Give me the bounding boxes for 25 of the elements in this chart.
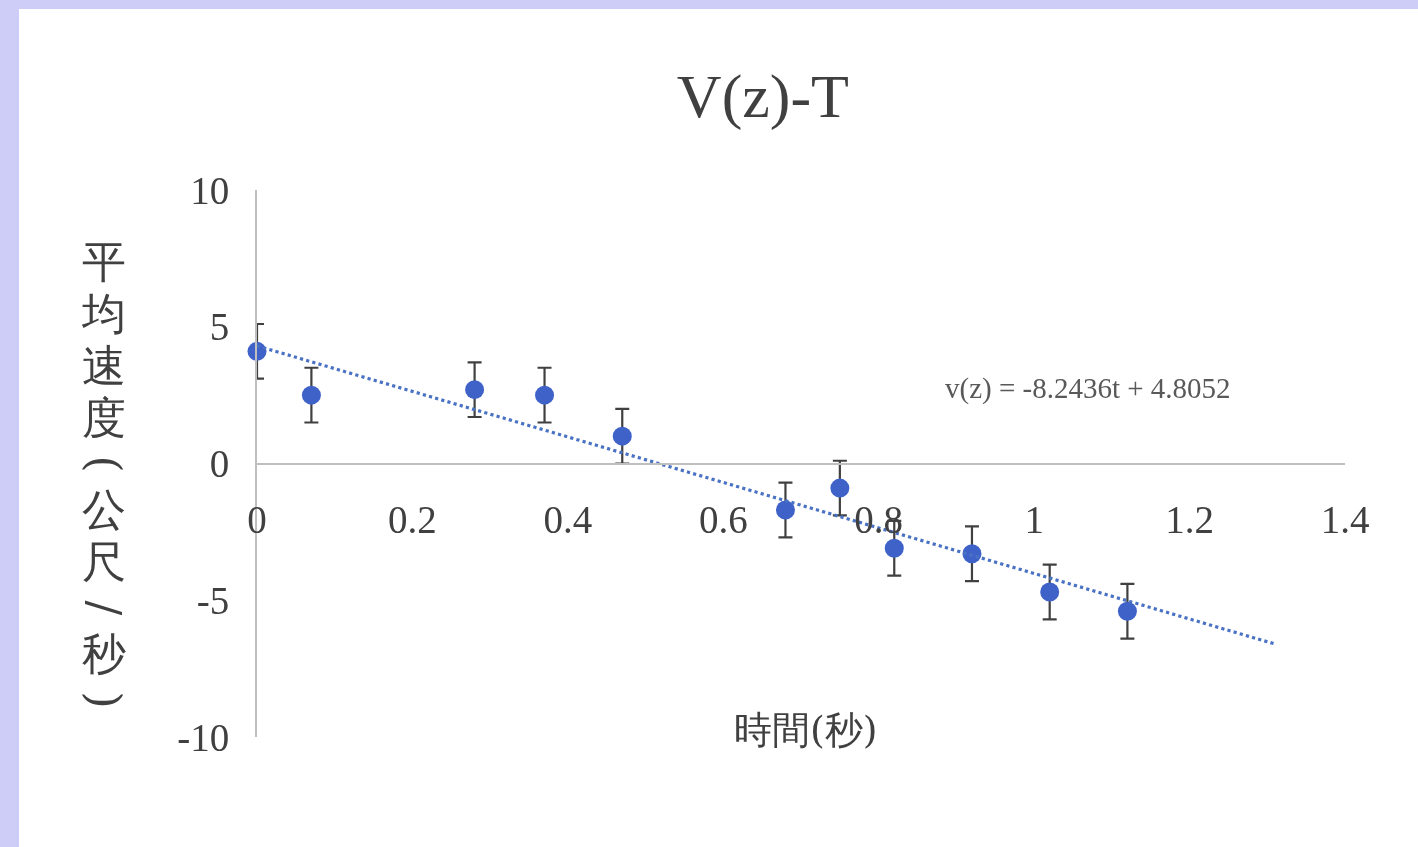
annotation: v(z) = -8.2436t + 4.8052 — [945, 372, 1231, 405]
point — [465, 380, 485, 400]
x-axis-title: 時間(秒) — [734, 708, 878, 752]
y-tick-label: 10 — [190, 168, 230, 212]
point — [301, 385, 321, 405]
x-tick-label: 0.6 — [698, 498, 748, 542]
point — [830, 478, 850, 498]
x-tick-label: 1.4 — [1320, 498, 1370, 542]
point — [535, 385, 555, 405]
y-tick-label: 0 — [209, 442, 230, 486]
point — [1040, 582, 1060, 602]
x-tick-label: 0 — [247, 498, 267, 542]
x-tick-label: 0.2 — [388, 498, 437, 542]
point — [884, 538, 904, 558]
point — [612, 426, 632, 446]
chart-title: V(z)-T — [676, 62, 849, 132]
x-tick-label: 1 — [1024, 498, 1044, 542]
text: 平均速度(公尺/秒) — [79, 236, 130, 709]
point — [775, 500, 795, 520]
y-tick-label: -10 — [177, 715, 230, 759]
x-tick-label: 1.2 — [1165, 498, 1214, 542]
y-tick-label: 5 — [209, 305, 230, 349]
point — [1117, 601, 1137, 621]
y-tick-label: -5 — [196, 578, 230, 622]
x-tick-label: 0.4 — [543, 498, 593, 542]
